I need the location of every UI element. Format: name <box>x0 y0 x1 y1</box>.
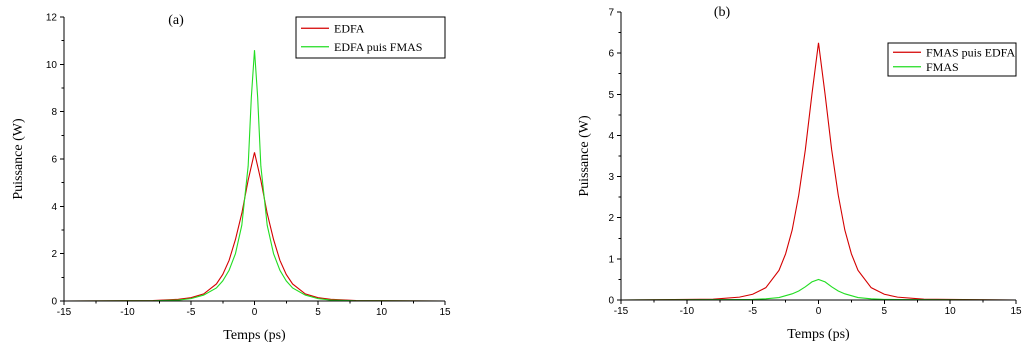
x-tick-label: 10 <box>376 307 388 318</box>
y-tick-label: 3 <box>608 172 614 183</box>
x-tick-label: -5 <box>187 307 196 318</box>
series-line-2 <box>620 278 1017 301</box>
x-tick-label: -5 <box>748 306 757 317</box>
x-axis-label: Temps (ps) <box>787 327 850 342</box>
x-tick-label: -15 <box>614 306 629 317</box>
panel-label: (a) <box>168 13 184 28</box>
legend-label: EDFA puis FMAS <box>334 40 422 54</box>
y-tick-label: 2 <box>608 213 614 224</box>
series-line-1 <box>620 42 1017 301</box>
legend-box <box>887 42 1017 77</box>
x-tick-label: 0 <box>252 307 258 318</box>
x-tick-label: 15 <box>1010 306 1022 317</box>
x-tick-label: -15 <box>57 307 72 318</box>
y-tick-label: 12 <box>46 13 58 24</box>
y-tick-label: 0 <box>51 297 57 308</box>
y-axis-label: Puissance (W) <box>577 115 592 197</box>
legend-label: FMAS <box>926 60 959 74</box>
y-tick-label: 2 <box>51 249 57 260</box>
x-tick-label: 10 <box>945 306 957 317</box>
legend-box <box>295 16 446 59</box>
legend-label: EDFA <box>334 21 365 35</box>
y-tick-label: 6 <box>51 155 57 166</box>
x-tick-label: 5 <box>882 306 888 317</box>
chart-panel-b: -15 -10 -5 0 5 10 15 0 1 2 3 4 5 6 7 Temps (ps) Puissanc… <box>577 5 1022 342</box>
series-line-1 <box>63 152 446 302</box>
y-tick-label: 6 <box>608 49 614 60</box>
chart-panel-a: -15 -10 -5 0 5 10 15 0 2 4 6 8 10 12 Temps (ps) Puissan… <box>11 13 451 344</box>
x-tick-label: -10 <box>120 307 135 318</box>
legend-label: FMAS puis EDFA <box>926 45 1015 59</box>
y-tick-label: 1 <box>608 254 614 265</box>
y-tick-label: 8 <box>51 107 57 118</box>
y-tick-label: 10 <box>46 60 58 71</box>
x-tick-label: 5 <box>315 307 321 318</box>
series-line-2 <box>63 50 446 302</box>
y-axis-label: Puissance (W) <box>11 118 26 200</box>
panel-label: (b) <box>714 5 731 20</box>
x-tick-label: 15 <box>439 307 451 318</box>
y-tick-label: 0 <box>608 296 614 307</box>
legend: EDFA EDFA puis FMAS <box>295 16 446 59</box>
y-tick-label: 7 <box>608 8 614 19</box>
y-tick-label: 4 <box>51 202 57 213</box>
y-tick-label: 4 <box>608 131 614 142</box>
y-tick-label: 5 <box>608 90 614 101</box>
x-tick-label: -10 <box>680 306 695 317</box>
x-tick-label: 0 <box>816 306 822 317</box>
x-axis-label: Temps (ps) <box>223 328 286 343</box>
